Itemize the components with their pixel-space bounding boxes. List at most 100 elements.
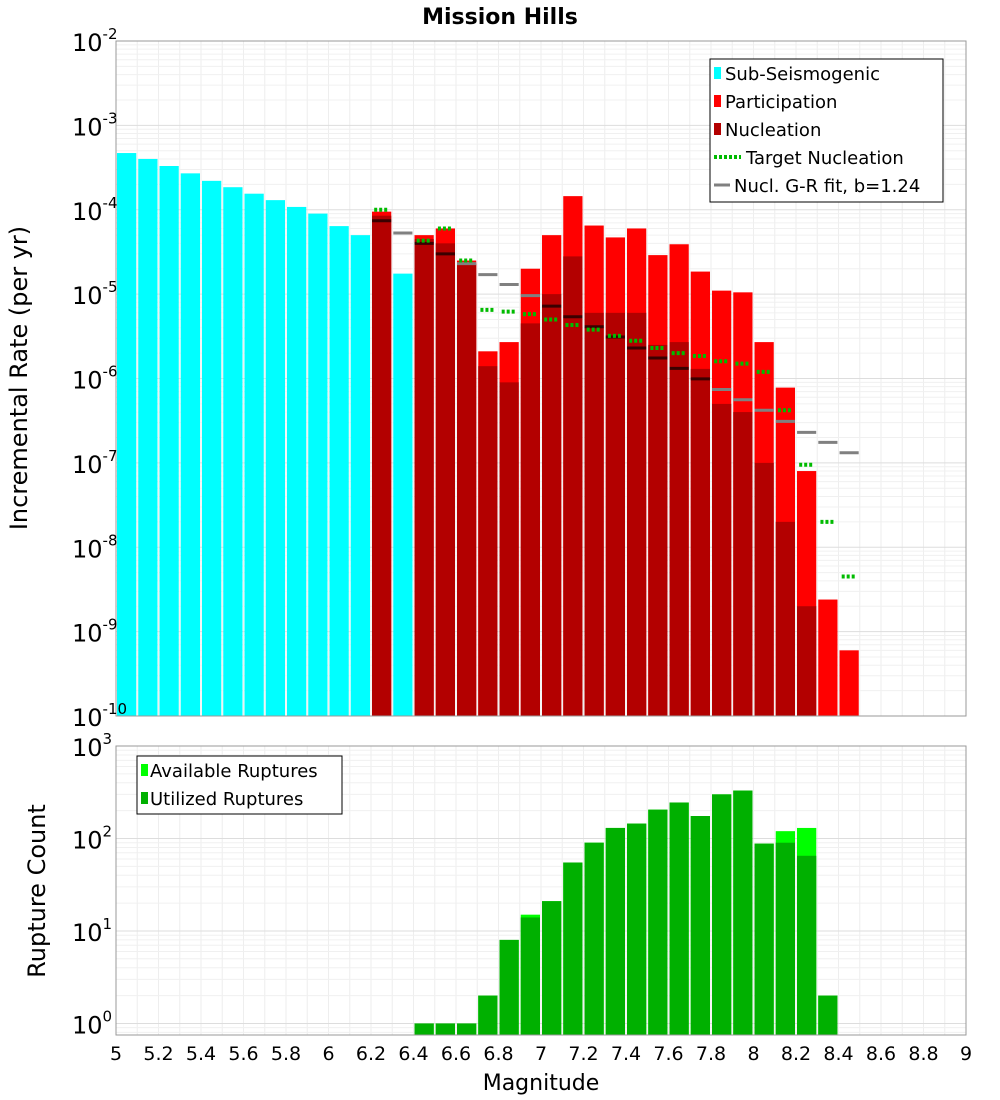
x-tick-label: 7.4 (611, 1043, 641, 1065)
nucleation-bar (457, 263, 477, 716)
x-tick-label: 8.2 (781, 1043, 811, 1065)
x-tick-label: 5.8 (271, 1043, 301, 1065)
top-lines (372, 207, 859, 579)
nucleation-bar (797, 606, 817, 716)
nucleation-bar (542, 294, 562, 716)
sub-seismogenic-bar (117, 153, 137, 716)
legend-label: Available Ruptures (150, 761, 318, 782)
sub-seismogenic-bar (138, 158, 158, 717)
participation-bar (818, 599, 838, 716)
legend-label: Utilized Ruptures (150, 789, 303, 810)
nucleation-bar (690, 368, 710, 716)
x-tick-label: 6.8 (483, 1043, 513, 1065)
bottom-plot-frame (115, 745, 967, 1036)
x-axis-label: Magnitude (483, 1071, 600, 1096)
utilized-ruptures-bar (542, 901, 562, 1035)
legend-label: Nucleation (725, 120, 821, 141)
top-bars (117, 153, 859, 717)
utilized-ruptures-bar (648, 809, 668, 1035)
utilized-ruptures-bar (457, 1023, 477, 1035)
nucleation-bar (372, 215, 392, 717)
y-tick-label: 10-3 (72, 109, 118, 141)
sub-seismogenic-bar (350, 235, 370, 716)
utilized-ruptures-bar (669, 802, 689, 1035)
y-tick-label: 10-8 (72, 531, 118, 563)
y-tick-label: 10-4 (72, 194, 118, 226)
nucleation-bar (775, 521, 795, 716)
nucleation-bar (733, 412, 753, 716)
x-tick-label: 7.8 (696, 1043, 726, 1065)
bottom-y-axis-label: Rupture Count (23, 804, 51, 978)
x-tick-label: 5 (110, 1043, 122, 1065)
utilized-ruptures-bar (797, 855, 817, 1035)
nucleation-bar (414, 239, 434, 716)
y-tick-label: 103 (72, 730, 112, 762)
utilized-ruptures-bar (584, 842, 604, 1035)
chart-title: Mission Hills (422, 5, 578, 30)
nucleation-bar (754, 462, 774, 716)
x-tick-label: 9 (960, 1043, 972, 1065)
utilized-ruptures-bar (775, 842, 795, 1035)
top-plot-frame (115, 40, 967, 717)
utilized-ruptures-bar (563, 862, 583, 1035)
x-tick-label: 6 (322, 1043, 334, 1065)
x-tick-label: 5.6 (228, 1043, 258, 1065)
utilized-ruptures-bar (712, 794, 732, 1035)
y-tick-label: 10-7 (72, 447, 118, 479)
sub-seismogenic-bar (223, 187, 243, 716)
top-y-axis-label: Incremental Rate (per yr) (5, 226, 33, 530)
x-tick-label: 6.4 (398, 1043, 428, 1065)
x-tick-label: 8 (747, 1043, 759, 1065)
participation-bar (839, 650, 859, 716)
utilized-ruptures-bar (520, 917, 540, 1035)
y-tick-label: 10-5 (72, 278, 118, 310)
utilized-ruptures-bar (754, 843, 774, 1035)
x-tick-label: 7.6 (653, 1043, 683, 1065)
legend-swatch (714, 123, 721, 135)
sub-seismogenic-bar (265, 200, 285, 716)
nucleation-bar (435, 243, 455, 717)
sub-seismogenic-bar (159, 166, 179, 717)
sub-seismogenic-bar (308, 213, 328, 717)
legend-label: Target Nucleation (745, 148, 904, 169)
bottom-legend: Available Ruptures Utilized Ruptures (136, 755, 343, 815)
legend-swatch (714, 95, 721, 107)
x-tick-label: 5.2 (143, 1043, 173, 1065)
sub-seismogenic-bar (202, 180, 222, 716)
legend-label: Nucl. G-R fit, b=1.24 (734, 176, 920, 197)
sub-seismogenic-bar (287, 206, 307, 716)
sub-seismogenic-bar (329, 226, 349, 716)
x-tick-label: 8.6 (866, 1043, 896, 1065)
utilized-ruptures-bar (478, 995, 498, 1035)
y-tick-label: 10-2 (72, 25, 118, 57)
nucleation-bar (648, 344, 668, 716)
utilized-ruptures-bar (627, 823, 647, 1035)
nucleation-bar (712, 403, 732, 716)
legend-swatch (141, 764, 148, 776)
utilized-ruptures-bar (690, 816, 710, 1035)
sub-seismogenic-bar (393, 273, 413, 716)
utilized-ruptures-bar (499, 939, 519, 1035)
nucleation-bar (499, 382, 519, 716)
utilized-ruptures-bar (414, 1023, 434, 1035)
bottom-legend-box (136, 755, 343, 815)
y-tick-label: 10-6 (72, 363, 118, 395)
legend-swatch (141, 792, 148, 804)
bottom-bars (414, 790, 838, 1035)
legend-label: Sub-Seismogenic (725, 64, 880, 85)
x-tick-label: 7.2 (568, 1043, 598, 1065)
nucleation-bar (563, 256, 583, 716)
utilized-ruptures-bar (733, 790, 753, 1035)
bottom-y-tick-labels: 100 101 102 103 (72, 730, 112, 1039)
nucleation-bar (605, 312, 625, 716)
nucleation-bar (520, 323, 540, 716)
x-tick-label: 8.8 (908, 1043, 938, 1065)
x-tick-label: 6.6 (441, 1043, 471, 1065)
y-tick-label: 100 (72, 1007, 112, 1039)
legend-label: Participation (725, 92, 837, 113)
top-y-tick-labels: 10-10 10-9 10-8 10-7 10-6 10-5 10-4 10-3 10-2 (72, 25, 127, 732)
nucleation-bar (627, 312, 647, 716)
legend-swatch (714, 67, 721, 79)
x-tick-labels: 5 5.2 5.4 5.6 5.8 6 6.2 6.4 6.6 6.8 7 7.2 7.4 7.6 7.8 8… (110, 1043, 972, 1065)
